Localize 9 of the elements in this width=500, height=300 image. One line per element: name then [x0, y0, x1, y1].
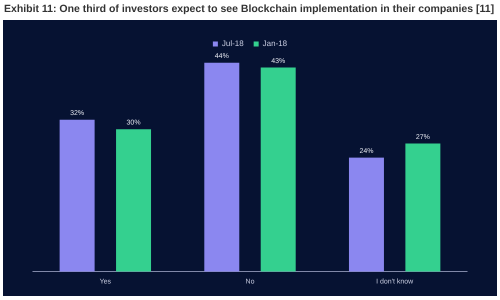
bar: [204, 62, 240, 272]
bar: [348, 158, 384, 272]
bar: [405, 143, 440, 272]
bar: [116, 129, 152, 272]
bar: [60, 120, 95, 272]
legend-label: Jan-18: [262, 39, 288, 48]
chart-title: Exhibit 11: One third of investors expect to see Blockchain implementation in their companies [11]: [4, 3, 494, 15]
legend-label: Jul-18: [222, 39, 244, 48]
bar: [260, 67, 296, 272]
